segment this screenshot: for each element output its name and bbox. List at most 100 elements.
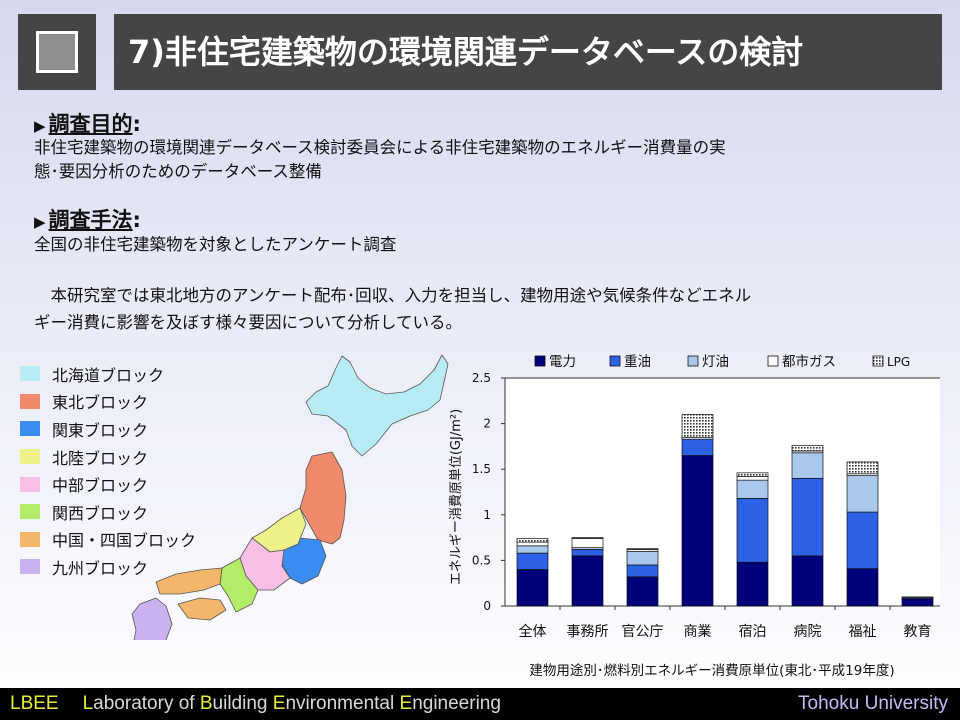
chart-bar-segment-3 [736, 476, 769, 481]
map-region-kansai [219, 557, 259, 613]
footer-lab-name: Laboratory of Building Environmental Eng… [83, 693, 501, 714]
footer-lab-segment: nvironmental [285, 693, 400, 714]
method-heading: ▶ 調査手法: [34, 204, 141, 234]
map-region-kanto [281, 537, 327, 585]
chart-bar-segment-4 [736, 472, 769, 477]
legend-label: 九州ブロック [52, 558, 149, 578]
legend-item: 中部ブロック [20, 470, 196, 498]
chart-x-tick-label: 全体 [519, 623, 547, 640]
chart-bar-segment-1 [681, 438, 714, 456]
triangle-bullet-icon: ▶ [34, 117, 46, 135]
chart-bar-segment-1 [791, 477, 824, 557]
energy-bar-chart: 電力 重油 灯油 都市ガス LPG 0 0.5 1 1.5 2 2.5 全体 事務所 官公庁 商業 宿泊 病… [448, 353, 940, 679]
description-line-2: ギー消費に影響を及ぼす様々要因について分析している。 [34, 313, 463, 332]
chart-bar-segment-4 [681, 414, 714, 438]
legend-item: 東北ブロック [20, 388, 196, 416]
chart-x-tick-label: 事務所 [567, 624, 609, 640]
legend-swatch [20, 476, 40, 492]
chart-title: 建物用途別･燃料別エネルギー消費原単位(東北･平成19年度) [529, 662, 894, 679]
chart-y-axis-title: エネルギー消費原単位(GJ/m²) [448, 409, 464, 585]
chart-bar-segment-4 [571, 537, 604, 539]
chart-bar-segment-1 [846, 511, 879, 569]
chart-bar-segment-3 [571, 538, 604, 548]
chart-y-tick-label: 0.5 [472, 553, 491, 567]
chart-x-tick-label: 官公庁 [622, 624, 664, 640]
chart-bar-segment-4 [626, 548, 659, 550]
purpose-text-1: 非住宅建築物の環境関連データベース検討委員会による非住宅建築物のエネルギー消費量… [34, 138, 726, 157]
footer-lab-segment: B [199, 693, 213, 714]
legend-item: 北陸ブロック [20, 443, 196, 471]
chart-bar-segment-0 [846, 568, 879, 607]
purpose-text-2: 態･要因分析のためのデータベース整備 [34, 162, 322, 181]
footer-lab-segment: L [82, 693, 94, 714]
chart-bar-segment-1 [571, 549, 604, 557]
map-region-kyushu [131, 597, 173, 640]
legend-item: 関東ブロック [20, 415, 196, 443]
chart-bar-segment-2 [846, 475, 879, 513]
chart-bar-segment-0 [516, 569, 549, 607]
triangle-bullet-icon: ▶ [34, 213, 46, 231]
chart-y-tick-label: 0 [483, 599, 491, 613]
footer-lab-segment: E [272, 693, 286, 714]
purpose-heading-label: 調査目的 [48, 112, 133, 136]
purpose-heading: ▶ 調査目的: [34, 108, 141, 138]
legend-swatch [20, 421, 40, 437]
chart-bar-segment-0 [736, 561, 769, 607]
legend-label: 中部ブロック [52, 476, 149, 496]
slide-logo-box [18, 14, 96, 90]
method-heading-label: 調査手法 [48, 208, 133, 232]
chart-y-tick-label: 2 [483, 417, 491, 431]
legend-item: 中国・四国ブロック [20, 526, 196, 554]
method-heading-colon: : [132, 208, 141, 232]
legend-item: 関西ブロック [20, 498, 196, 526]
chart-bar-segment-0 [901, 598, 934, 607]
legend-swatch [20, 504, 40, 520]
chart-bar-segment-2 [626, 550, 659, 566]
map-region-hokkaido [305, 354, 449, 457]
legend-swatch [20, 449, 40, 465]
legend-label: 北陸ブロック [52, 448, 149, 468]
legend-swatch [20, 366, 40, 382]
japan-region-map [131, 354, 449, 640]
map-region-shikoku [177, 597, 227, 621]
chart-x-tick-label: 教育 [904, 624, 932, 640]
chart-legend-swatch [534, 355, 546, 367]
chart-x-tick-label: 商業 [684, 624, 712, 640]
chart-bar-segment-2 [736, 479, 769, 499]
square-icon [36, 31, 78, 73]
footer-lab-segment: aboratory of [93, 693, 200, 714]
chart-x-tick-label: 福祉 [849, 624, 877, 640]
legend-label: 中国・四国ブロック [52, 531, 197, 551]
chart-bar-segment-2 [516, 545, 549, 554]
footer-lab-segment: uilding [212, 693, 273, 714]
chart-x-tick-label: 宿泊 [739, 623, 767, 640]
description-line-1: 本研究室では東北地方のアンケート配布･回収、入力を担当し、建物用途や気候条件など… [34, 286, 752, 305]
region-legend: 北海道ブロック東北ブロック 関東ブロック 北陸ブロック 中部ブロック 関西ブロック中国・… [20, 360, 196, 581]
legend-swatch [20, 559, 40, 575]
chart-bar-segment-2 [791, 452, 824, 479]
chart-legend-label: LPG [887, 355, 910, 369]
chart-legend-label: 灯油 [702, 354, 729, 370]
chart-x-tick-label: 病院 [794, 624, 822, 640]
legend-swatch [20, 393, 40, 409]
footer-lab: LBEE Laboratory of Building Environmental… [10, 688, 501, 720]
chart-legend-label: 重油 [624, 354, 651, 370]
chart-bar-segment-1 [626, 564, 659, 578]
legend-label: 関西ブロック [52, 503, 149, 523]
chart-legend-swatch [609, 355, 621, 367]
chart-bar-segment-3 [516, 541, 549, 547]
chart-y-tick-label: 1.5 [472, 462, 491, 476]
slide-title: 7)非住宅建築物の環境関連データベースの検討 [114, 14, 942, 90]
chart-bar-segment-0 [626, 576, 659, 607]
legend-label: 関東ブロック [52, 420, 149, 440]
chart-y-tick-label: 2.5 [472, 371, 491, 385]
legend-item: 北海道ブロック [20, 360, 196, 388]
legend-label: 東北ブロック [52, 393, 149, 413]
chart-legend-label: 電力 [549, 354, 576, 370]
chart-bar-segment-4 [791, 445, 824, 452]
footer-bar: LBEE Laboratory of Building Environmental… [0, 688, 960, 720]
footer-university: Tohoku University [798, 693, 948, 714]
footer-lbee: LBEE [10, 693, 59, 714]
chart-bar-segment-0 [571, 555, 604, 607]
chart-bar-segment-4 [516, 538, 549, 543]
